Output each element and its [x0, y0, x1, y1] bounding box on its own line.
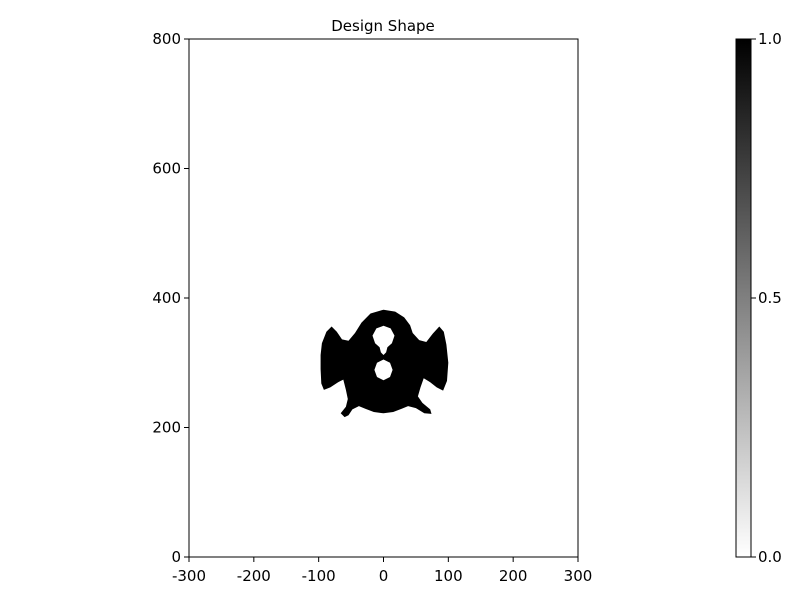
y-tick-label: 600 [152, 160, 181, 178]
colorbar-tick-label: 0.5 [758, 289, 782, 307]
x-tick-label: 100 [434, 567, 463, 585]
x-axis: -300 -200 -100 0 100 200 300 [172, 557, 592, 585]
y-axis: 0 200 400 600 800 [152, 30, 189, 566]
colorbar-tick-label: 1.0 [758, 30, 782, 48]
x-tick-label: 300 [564, 567, 593, 585]
x-tick-label: 0 [379, 567, 389, 585]
chart-title: Design Shape [331, 17, 435, 35]
design-shape-region [320, 309, 449, 418]
x-tick-label: -100 [302, 567, 336, 585]
y-tick-label: 800 [152, 30, 181, 48]
x-tick-label: 200 [499, 567, 528, 585]
shape-layer [320, 309, 449, 418]
plot-background [189, 39, 578, 557]
x-tick-label: -200 [237, 567, 271, 585]
x-tick-label: -300 [172, 567, 206, 585]
colorbar-gradient [735, 38, 752, 558]
colorbar: 0.0 0.5 1.0 [735, 30, 782, 566]
y-tick-label: 0 [171, 548, 181, 566]
y-tick-label: 200 [152, 419, 181, 437]
y-tick-label: 400 [152, 289, 181, 307]
colorbar-tick-label: 0.0 [758, 548, 782, 566]
colorbar-ticks: 0.0 0.5 1.0 [751, 30, 782, 566]
plot-area [188, 38, 579, 558]
